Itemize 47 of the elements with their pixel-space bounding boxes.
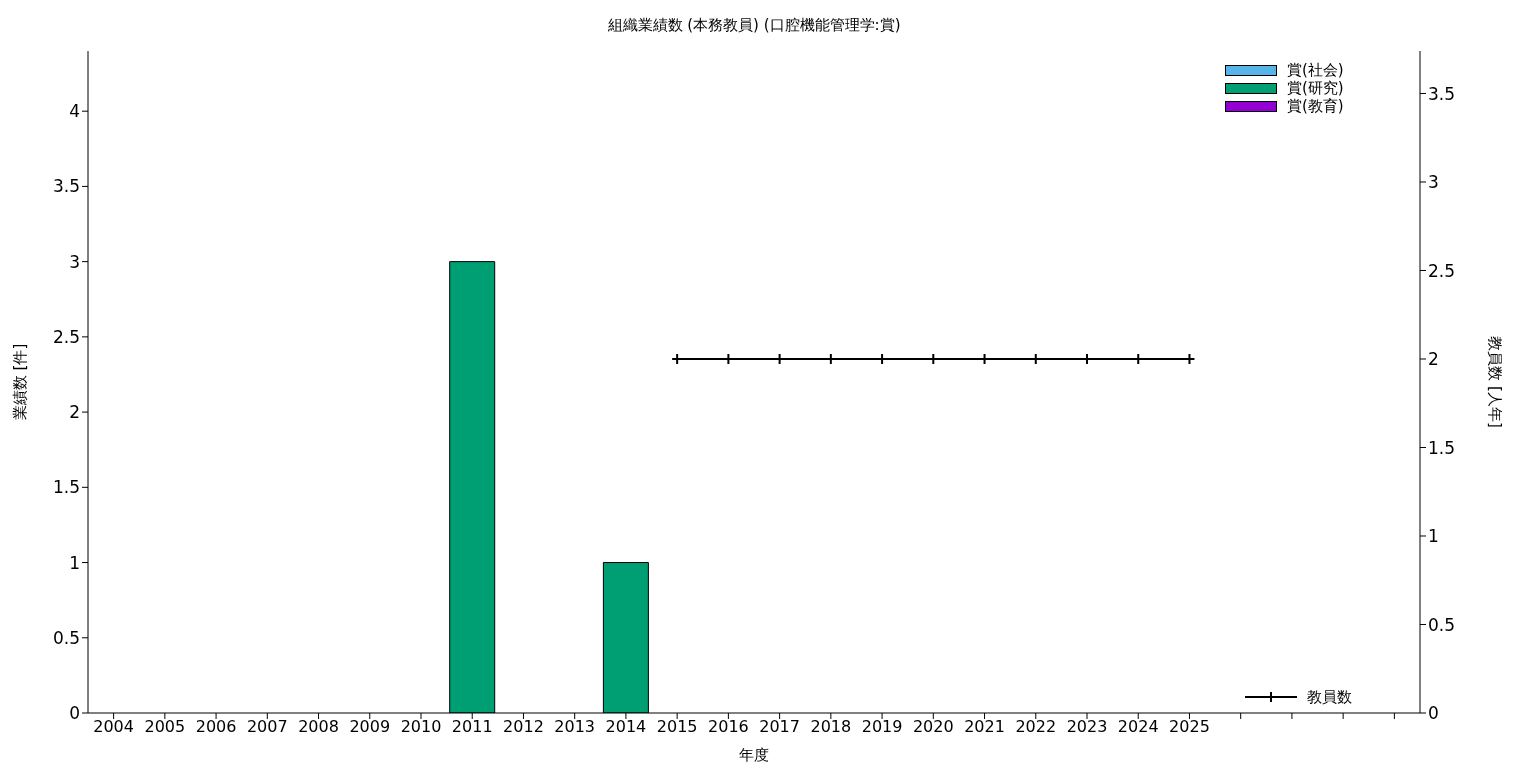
- x-tick-label: 2011: [451, 717, 493, 737]
- y2-tick-label: 0.5: [1428, 614, 1456, 635]
- legend-label: 賞(社会): [1287, 60, 1344, 80]
- y2-tick-label: 0: [1428, 703, 1439, 724]
- y-axis-title: 業績数 [件]: [10, 343, 30, 421]
- x-tick-label: 2025: [1169, 717, 1210, 737]
- x-tick-label: 2007: [246, 717, 288, 737]
- x-tick-label: 2024: [1117, 717, 1159, 737]
- y2-axis-title: 教員数 [人年]: [1484, 336, 1504, 428]
- x-axis-title: 年度: [738, 746, 770, 765]
- x-tick-label: 2023: [1066, 717, 1108, 737]
- y-tick-label: 0: [69, 703, 80, 724]
- y-tick-label: 0.5: [52, 627, 80, 648]
- x-tick-label: 2006: [195, 717, 237, 737]
- y2-tick-label: 1.5: [1428, 437, 1456, 458]
- x-tick-label: 2018: [810, 717, 852, 737]
- y2-tick-label: 2.5: [1428, 260, 1456, 281]
- y2-tick-label: 3: [1428, 172, 1439, 193]
- legend-label: 賞(教育): [1287, 96, 1344, 116]
- x-tick-label: 2012: [503, 717, 544, 737]
- x-tick-label: 2019: [861, 717, 903, 737]
- y2-tick-label: 3.5: [1428, 83, 1456, 104]
- y2-tick-label: 2: [1428, 349, 1439, 370]
- y-tick-label: 4: [69, 101, 80, 122]
- x-tick-label: 2021: [964, 717, 1005, 737]
- x-tick-label: 2010: [400, 717, 442, 737]
- x-tick-label: 2005: [144, 717, 186, 737]
- x-tick-label: 2020: [912, 717, 954, 737]
- y-tick-label: 3: [69, 251, 80, 272]
- y2-tick-label: 1: [1428, 526, 1439, 547]
- y-tick-label: 2: [69, 402, 80, 423]
- y-tick-label: 1.5: [52, 477, 80, 498]
- x-tick-label: 2014: [605, 717, 647, 737]
- x-tick-label: 2016: [708, 717, 749, 737]
- x-tick-label: 2013: [554, 717, 596, 737]
- y-tick-label: 3.5: [52, 176, 80, 197]
- chart-title: 組織業績数 (本務教員) (口腔機能管理学:賞): [606, 16, 902, 35]
- x-tick-label: 2015: [656, 717, 698, 737]
- x-tick-label: 2017: [759, 717, 800, 737]
- x-tick-label: 2022: [1015, 717, 1057, 737]
- x-tick-label: 2004: [93, 717, 134, 737]
- legend-label: 賞(研究): [1287, 78, 1344, 98]
- x-tick-label: 2009: [349, 717, 391, 737]
- y-tick-label: 2.5: [52, 326, 80, 347]
- x-tick-label: 2008: [298, 717, 339, 737]
- y-tick-label: 1: [69, 552, 80, 573]
- legend-label: 教員数: [1307, 687, 1352, 707]
